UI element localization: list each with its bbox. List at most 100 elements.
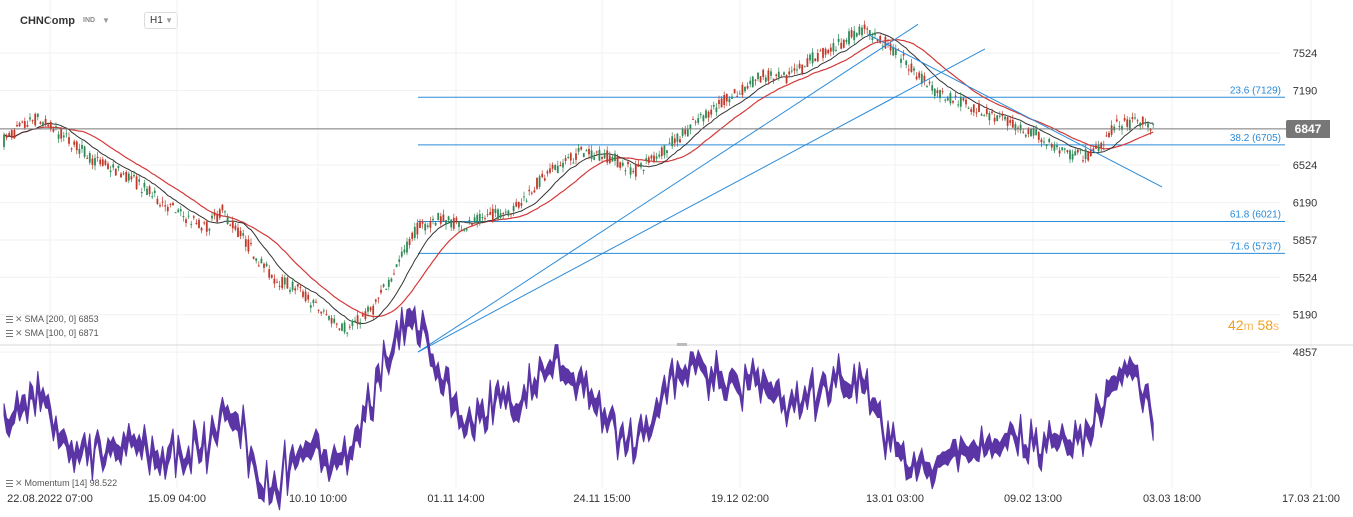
close-icon[interactable]: ✕ [15, 314, 23, 324]
indicator-sma100[interactable]: ✕ SMA [100, 0] 6871 [6, 328, 99, 339]
candle-body [837, 38, 840, 42]
candle-body [975, 112, 978, 114]
candle-body [221, 204, 224, 211]
y-tick-label: 6524 [1293, 160, 1317, 172]
candle-body [213, 212, 216, 216]
candle-body [31, 120, 34, 122]
candle-body [286, 277, 289, 289]
candle-body [1097, 145, 1100, 151]
candle-body [907, 69, 910, 71]
candle-body [842, 39, 845, 48]
candle-body [614, 153, 616, 161]
indicator-sma200[interactable]: ✕ SMA [200, 0] 6853 [6, 314, 99, 325]
candle-body [255, 258, 258, 261]
candle-body [1139, 122, 1142, 127]
candle-body [832, 43, 835, 52]
candle-body [809, 54, 811, 61]
x-tick-label: 10.10 10:00 [289, 493, 347, 505]
candle-body [767, 70, 770, 81]
candle-body [429, 221, 432, 228]
candle-body [94, 158, 96, 166]
x-tick-label: 24.11 15:00 [573, 493, 630, 505]
candle-body [541, 173, 544, 178]
indicator-label: SMA [200, 0] 6853 [24, 314, 99, 324]
candle-body [125, 171, 128, 182]
candle-body [798, 63, 801, 69]
candle-body [1017, 127, 1019, 129]
candle-body [858, 26, 861, 35]
fib-label: 71.6 (5737) [1230, 241, 1281, 252]
candle-body [8, 132, 11, 136]
candle-body [913, 68, 915, 71]
candle-body [250, 243, 252, 245]
candle-body [237, 227, 239, 238]
candle-body [1001, 114, 1004, 117]
trendlines[interactable] [417, 23, 1163, 353]
candle-body [970, 109, 973, 112]
menu-icon[interactable] [6, 480, 13, 488]
candle-body [70, 148, 73, 150]
y-tick-label: 4857 [1293, 347, 1317, 359]
candle-body [296, 283, 299, 287]
candle-body [871, 37, 874, 41]
indicator-momentum[interactable]: ✕ Momentum [14] 98.522 [6, 478, 117, 489]
candle-body [598, 149, 601, 161]
candle-body [588, 149, 590, 155]
candle-body [364, 311, 367, 320]
candle-body [315, 301, 317, 303]
candle-body [185, 219, 187, 224]
trendline [417, 23, 919, 353]
menu-icon[interactable] [6, 330, 13, 338]
candle-body [567, 156, 570, 158]
candle-body [705, 110, 707, 119]
candle-body [1110, 125, 1113, 135]
candle-body [1040, 139, 1043, 143]
candle-body [112, 164, 115, 168]
candle-body [270, 274, 273, 278]
candle-body [39, 122, 42, 124]
candle-body [679, 139, 681, 143]
candle-body [1032, 128, 1035, 136]
candle-body [403, 249, 406, 253]
candle-body [764, 77, 767, 82]
candle-body [608, 155, 611, 164]
candle-body [515, 202, 518, 207]
candle-body [83, 146, 86, 157]
candle-body [1061, 147, 1064, 151]
candle-body [694, 121, 697, 123]
candle-body [611, 156, 614, 162]
candle-body [978, 103, 980, 112]
candle-body [803, 66, 806, 68]
candle-body [720, 98, 723, 108]
candle-body [372, 305, 375, 315]
candle-body [655, 156, 658, 159]
candle-body [413, 226, 416, 238]
candle-body [455, 217, 458, 221]
candle-body [1152, 123, 1155, 125]
candle-body [1089, 149, 1092, 157]
candle-body [1147, 123, 1149, 128]
candle-body [884, 36, 887, 49]
candle-body [44, 118, 47, 125]
candle-body [226, 216, 229, 225]
candle-body [36, 113, 39, 118]
close-icon[interactable]: ✕ [15, 478, 23, 488]
candle-body [75, 141, 78, 151]
candle-body [294, 288, 297, 291]
candle-body [21, 121, 24, 123]
close-icon[interactable]: ✕ [15, 328, 23, 338]
symbol-label[interactable]: CHNComp [20, 15, 75, 27]
candle-body [208, 228, 211, 231]
timeframe-value: H1 [150, 15, 163, 26]
candle-body [169, 203, 172, 205]
last-price-badge: 6847 [1286, 120, 1330, 138]
candle-body [247, 239, 250, 252]
chevron-down-icon[interactable]: ▼ [102, 16, 110, 25]
candle-body [754, 79, 757, 81]
candle-body [512, 205, 515, 212]
candle-body [304, 291, 307, 302]
menu-icon[interactable] [6, 316, 13, 324]
fibonacci-levels: 23.6 (7129) 38.2 (6705) 61.8 (6021) 71.6 (5… [418, 85, 1285, 254]
candle-body [192, 216, 195, 218]
